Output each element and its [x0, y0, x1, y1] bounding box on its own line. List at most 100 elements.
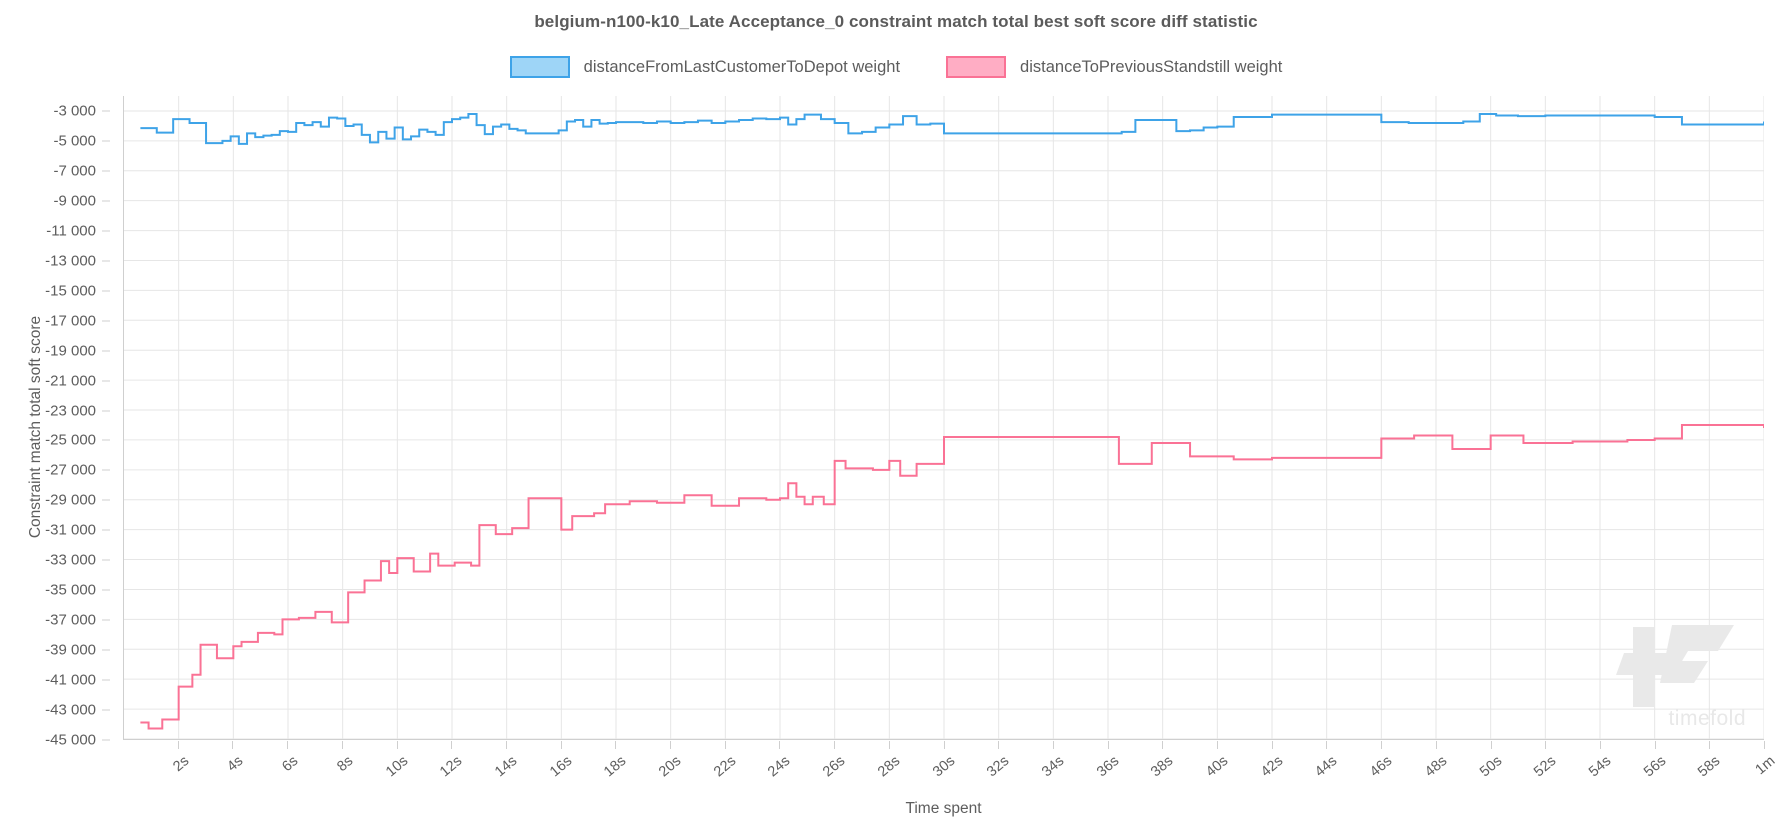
y-tick-label: -37 000 — [45, 611, 96, 629]
y-tick-mark — [102, 260, 110, 262]
x-tick-mark — [341, 741, 343, 749]
y-tick-label: -41 000 — [45, 671, 96, 689]
y-tick-label: -43 000 — [45, 701, 96, 719]
x-tick-label: 34s — [1038, 753, 1068, 781]
y-tick-label: -39 000 — [45, 641, 96, 659]
y-tick-label: -3 000 — [53, 102, 96, 120]
y-tick-label: -25 000 — [45, 431, 96, 449]
x-tick-mark — [287, 741, 289, 749]
y-tick-label: -13 000 — [45, 252, 96, 270]
y-tick-mark — [102, 290, 110, 292]
x-tick-label: 18s — [601, 753, 630, 781]
x-tick-label: 22s — [710, 753, 739, 781]
y-axis-title: Constraint match total soft score — [27, 315, 44, 539]
x-tick-mark — [615, 741, 617, 749]
y-tick-mark — [102, 619, 110, 621]
y-tick-mark — [102, 110, 110, 112]
y-tick-mark — [102, 410, 110, 411]
x-tick-mark — [1435, 741, 1437, 749]
x-tick-mark — [560, 741, 562, 749]
y-tick-mark — [102, 589, 110, 591]
y-tick-mark — [102, 320, 110, 322]
x-tick-label: 26s — [820, 753, 849, 781]
x-tick-label: 32s — [984, 753, 1013, 781]
x-tick-label: 40s — [1203, 753, 1232, 781]
x-tick-label: 54s — [1585, 753, 1615, 781]
x-tick-label: 46s — [1367, 753, 1396, 781]
legend-item-series-0[interactable]: distanceFromLastCustomerToDepot weight — [509, 56, 901, 78]
x-tick-mark — [1162, 741, 1164, 749]
x-tick-label: 12s — [437, 753, 466, 781]
y-tick-label: -33 000 — [45, 551, 96, 569]
x-tick-mark — [1764, 741, 1765, 749]
x-tick-label: 1m — [1752, 753, 1779, 779]
chart-title: belgium-n100-k10_Late Acceptance_0 const… — [534, 12, 1258, 31]
y-tick-mark — [102, 380, 110, 382]
series-line — [140, 112, 1764, 145]
y-tick-label: -45 000 — [45, 731, 96, 749]
y-axis: -3 000 -5 000 -7 000 -9 000 -11 000 -13 000 -1… — [0, 96, 110, 749]
y-tick-mark — [102, 529, 110, 531]
x-tick-label: 44s — [1312, 753, 1341, 781]
x-tick-mark — [1271, 741, 1273, 749]
x-tick-label: 38s — [1148, 753, 1177, 781]
x-tick-label: 52s — [1531, 753, 1560, 781]
y-tick-label: -7 000 — [53, 162, 96, 180]
y-tick-mark — [102, 559, 110, 561]
x-tick-mark — [1545, 741, 1547, 749]
y-tick-mark — [102, 170, 110, 172]
y-tick-mark — [102, 739, 110, 741]
y-tick-mark — [102, 140, 110, 142]
x-tick-label: 20s — [656, 753, 685, 781]
x-tick-label: 48s — [1421, 753, 1451, 781]
plot-area[interactable]: timefold — [123, 96, 1764, 740]
x-tick-mark — [1107, 741, 1109, 749]
y-tick-label: -23 000 — [45, 402, 96, 419]
x-tick-label: 30s — [929, 753, 958, 781]
x-tick-mark — [232, 741, 234, 749]
x-tick-label: 42s — [1257, 753, 1286, 781]
legend-item-series-1[interactable]: distanceToPreviousStandstill weight — [946, 56, 1282, 78]
x-tick-mark — [670, 741, 671, 749]
x-axis: 2s 4s 6s 8s 10s 12s 14s 16s 18s 20s 22s 24s 26s 28s 30… — [123, 741, 1778, 801]
x-tick-label: 14s — [491, 753, 521, 781]
x-tick-mark — [1599, 741, 1601, 749]
x-tick-mark — [779, 741, 781, 749]
x-tick-mark — [1217, 741, 1218, 749]
y-tick-label: -31 000 — [45, 521, 96, 539]
legend-label-series-0: distanceFromLastCustomerToDepot weight — [583, 57, 901, 76]
x-tick-mark — [1326, 741, 1328, 749]
legend-swatch-icon-series-1 — [946, 56, 1007, 78]
x-tick-label: 8s — [334, 753, 357, 776]
x-tick-label: 2s — [169, 753, 192, 776]
x-tick-mark — [505, 741, 507, 749]
y-tick-label: -11 000 — [46, 222, 96, 240]
y-tick-label: -27 000 — [45, 461, 96, 479]
x-tick-mark — [1381, 741, 1383, 749]
y-tick-label: -15 000 — [45, 282, 96, 300]
series-line — [140, 423, 1764, 730]
x-tick-label: 4s — [224, 753, 247, 776]
y-tick-mark — [102, 469, 110, 471]
x-tick-mark — [834, 741, 836, 749]
x-tick-label: 6s — [279, 753, 302, 776]
watermark-label: timefold — [1668, 707, 1746, 730]
y-tick-mark — [102, 230, 110, 232]
y-tick-mark — [102, 649, 110, 651]
y-tick-label: -17 000 — [45, 312, 96, 330]
x-tick-mark — [943, 741, 945, 749]
x-tick-mark — [1654, 741, 1656, 749]
x-tick-mark — [1490, 741, 1492, 749]
x-tick-mark — [177, 741, 179, 749]
x-tick-mark — [888, 741, 890, 749]
x-tick-label: 36s — [1093, 753, 1122, 781]
x-tick-mark — [998, 741, 1000, 749]
y-tick-mark — [102, 200, 110, 202]
x-tick-mark — [1052, 741, 1054, 749]
x-tick-label: 50s — [1476, 753, 1505, 781]
x-tick-mark — [451, 741, 453, 749]
x-tick-mark — [724, 741, 726, 749]
y-tick-mark — [102, 439, 110, 441]
y-tick-label: -9 000 — [53, 192, 96, 210]
